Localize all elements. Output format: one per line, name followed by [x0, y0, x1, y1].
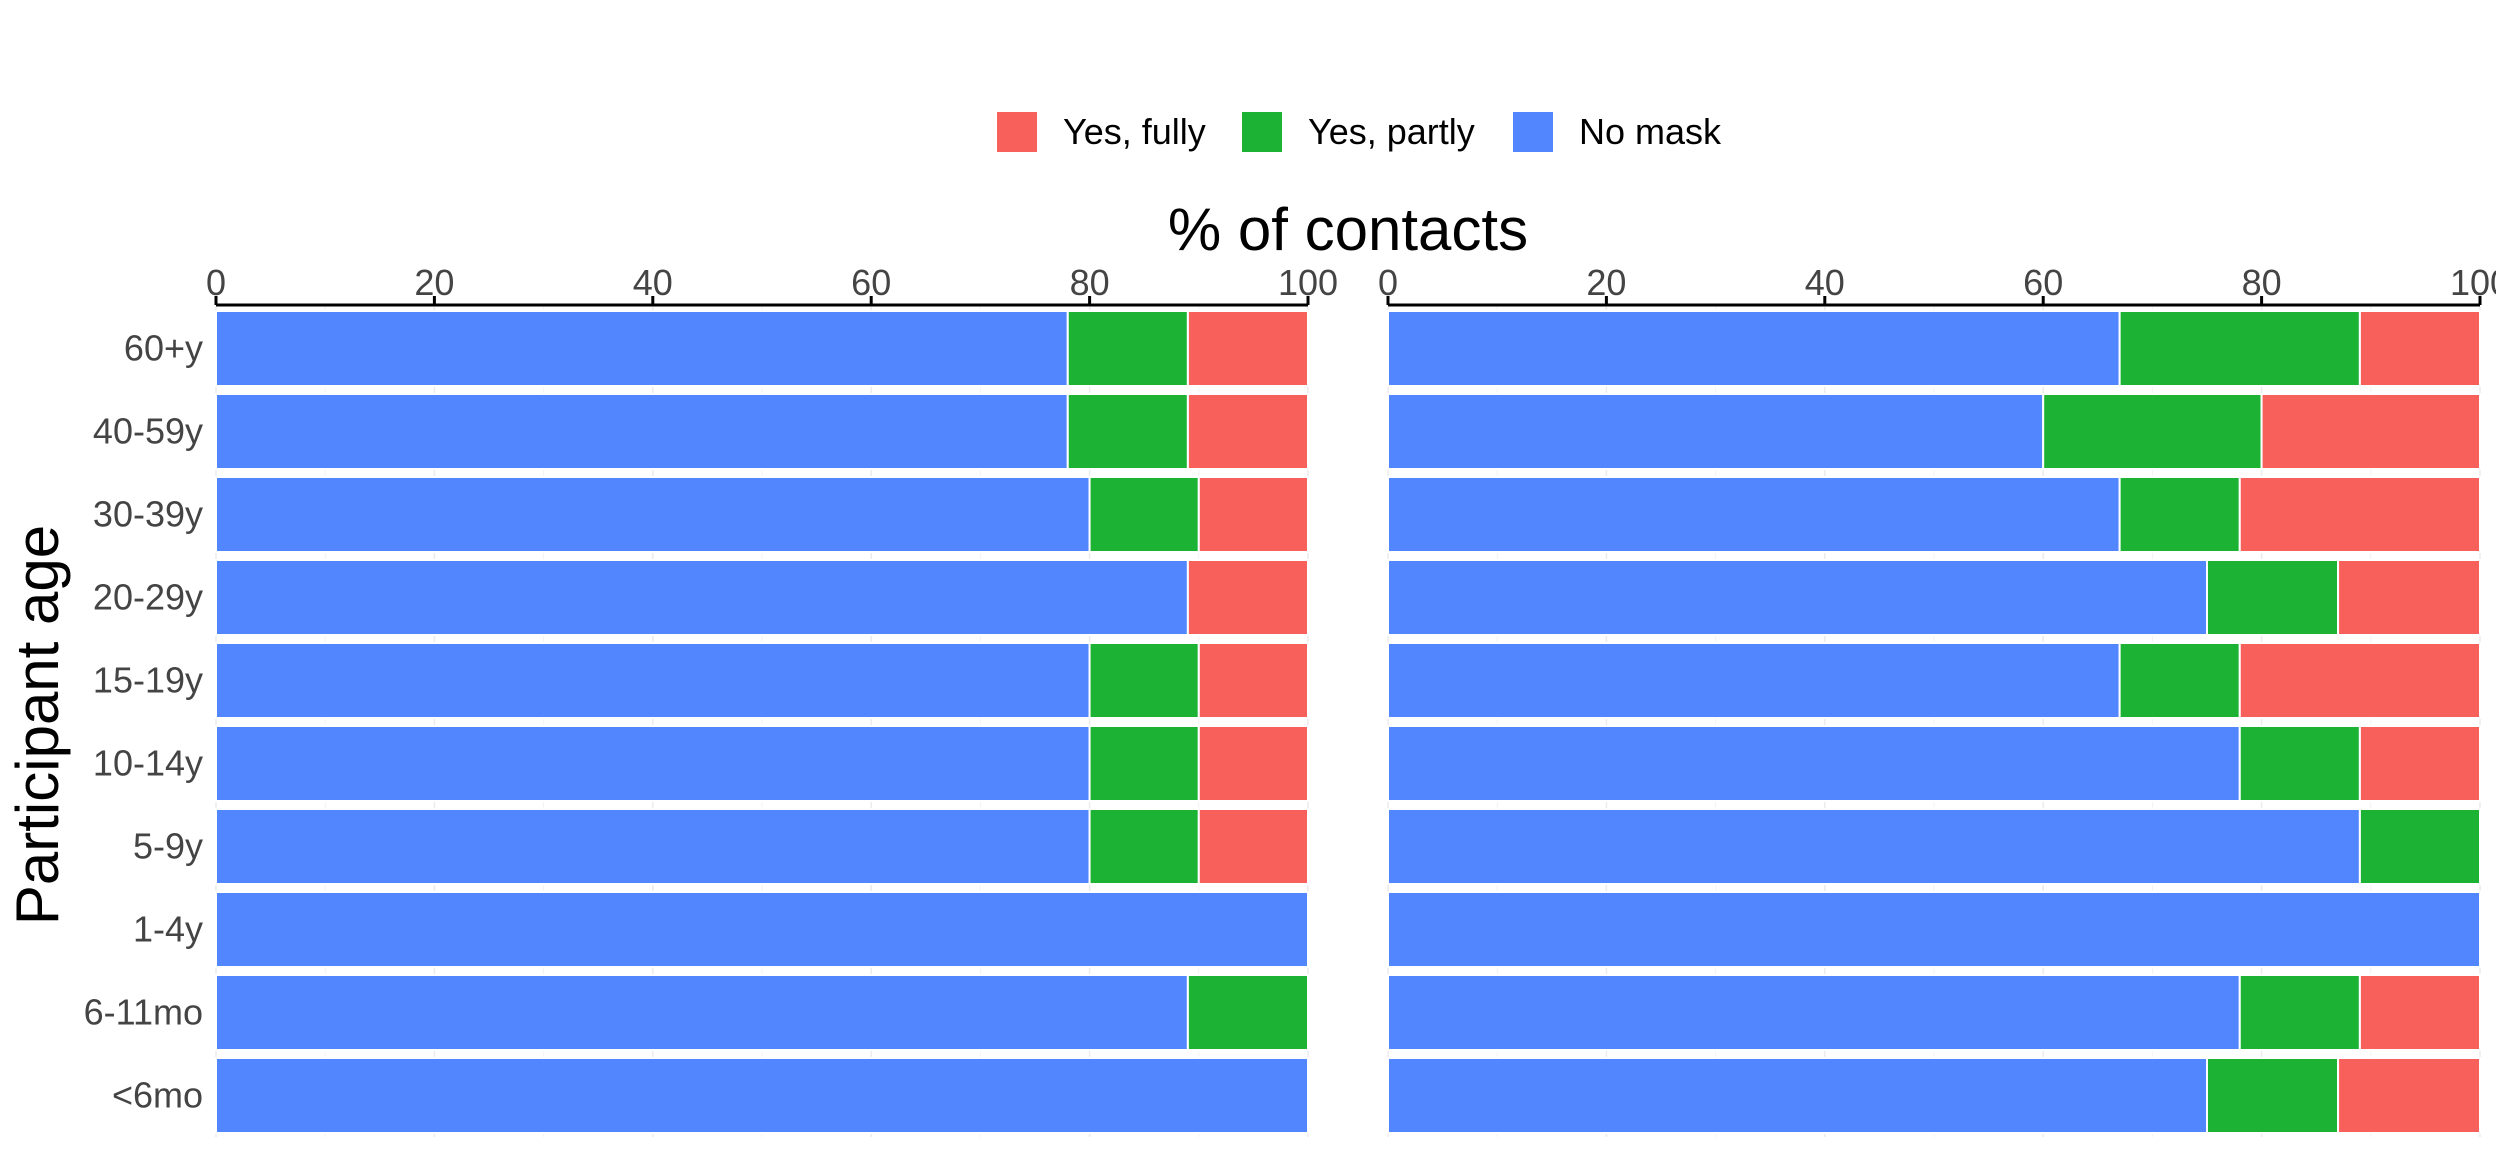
y-tick-label-30-39y: 30-39y: [93, 494, 203, 535]
bar-no-mask-30-39y: [1387, 476, 2121, 553]
bar-yes-fully-20-29y: [2337, 559, 2482, 636]
y-axis-title: Participant age: [4, 525, 71, 925]
bar-yes-fully-20-29y: [1186, 559, 1310, 636]
bar-no-mask-15-19y: [215, 642, 1091, 719]
y-tick-label-6mo: <6mo: [112, 1075, 203, 1116]
y-tick-label-1-4y: 1-4y: [133, 909, 203, 950]
bar-no-mask-6-11mo: [1387, 974, 2241, 1051]
bar-yes-partly-5-9y: [1088, 808, 1200, 885]
bar-no-mask-15-19y: [1387, 642, 2121, 719]
x-tick-label-60: 60: [2023, 262, 2063, 303]
legend-swatch-yes-fully: [997, 112, 1037, 152]
bar-yes-partly-30-39y: [2118, 476, 2241, 553]
bar-yes-partly-40-59y: [2042, 393, 2263, 470]
bar-yes-partly-60-y: [1066, 310, 1189, 387]
bar-yes-fully-5-9y: [1197, 808, 1310, 885]
bar-yes-partly-6mo: [2206, 1057, 2340, 1134]
x-axis-title: % of contacts: [1168, 196, 1528, 263]
bar-yes-fully-60-y: [2358, 310, 2481, 387]
bar-no-mask-6-11mo: [215, 974, 1189, 1051]
bar-yes-fully-15-19y: [2238, 642, 2482, 719]
bar-yes-partly-10-14y: [2238, 725, 2361, 802]
bar-yes-fully-60-y: [1186, 310, 1310, 387]
y-tick-label-5-9y: 5-9y: [133, 826, 203, 867]
bar-no-mask-6mo: [1387, 1057, 2208, 1134]
legend-label-yes-fully: Yes, fully: [1063, 111, 1206, 152]
bar-yes-fully-10-14y: [2358, 725, 2481, 802]
bar-yes-partly-20-29y: [2206, 559, 2340, 636]
bar-yes-fully-40-59y: [2260, 393, 2482, 470]
y-tick-label-10-14y: 10-14y: [93, 743, 203, 784]
bar-yes-partly-6-11mo: [2238, 974, 2361, 1051]
bar-yes-fully-15-19y: [1197, 642, 1310, 719]
y-tick-label-40-59y: 40-59y: [93, 411, 203, 452]
bar-no-mask-10-14y: [215, 725, 1091, 802]
legend-label-no-mask: No mask: [1579, 111, 1722, 152]
legend-swatch-no-mask: [1513, 112, 1553, 152]
x-tick-label-20: 20: [414, 262, 454, 303]
y-tick-label-60-y: 60+y: [124, 328, 203, 369]
bar-no-mask-40-59y: [1387, 393, 2045, 470]
bar-yes-partly-10-14y: [1088, 725, 1200, 802]
x-tick-label-0: 0: [1378, 262, 1398, 303]
bar-yes-fully-40-59y: [1186, 393, 1310, 470]
y-axis-category-labels: 60+y 40-59y 30-39y 20-29y 15-19y 10-14y 5-9y 1-…: [84, 328, 203, 1116]
bar-yes-partly-40-59y: [1066, 393, 1189, 470]
x-tick-label-40: 40: [1805, 262, 1845, 303]
y-tick-label-15-19y: 15-19y: [93, 660, 203, 701]
bar-no-mask-60-y: [215, 310, 1069, 387]
bar-yes-partly-15-19y: [1088, 642, 1200, 719]
x-tick-label-80: 80: [1070, 262, 1110, 303]
y-tick-label-6-11mo: 6-11mo: [84, 992, 203, 1033]
bar-no-mask-30-39y: [215, 476, 1091, 553]
x-tick-label-60: 60: [851, 262, 891, 303]
bar-yes-partly-30-39y: [1088, 476, 1200, 553]
bar-yes-fully-30-39y: [2238, 476, 2482, 553]
bar-yes-partly-60-y: [2118, 310, 2361, 387]
legend-label-yes-partly: Yes, partly: [1308, 111, 1475, 152]
bar-no-mask-20-29y: [1387, 559, 2208, 636]
x-tick-label-20: 20: [1586, 262, 1626, 303]
bar-no-mask-10-14y: [1387, 725, 2241, 802]
bar-yes-fully-30-39y: [1197, 476, 1310, 553]
bar-no-mask-1-4y: [1387, 891, 2481, 968]
bar-no-mask-6mo: [215, 1057, 1309, 1134]
bar-yes-partly-6-11mo: [1186, 974, 1310, 1051]
x-tick-label-0: 0: [206, 262, 226, 303]
x-tick-label-80: 80: [2242, 262, 2282, 303]
panel-left: 0 20 40 60 80 100: [206, 262, 1338, 1137]
bar-no-mask-1-4y: [215, 891, 1309, 968]
bar-no-mask-5-9y: [1387, 808, 2361, 885]
x-tick-label-100: 100: [1278, 262, 1338, 303]
bar-yes-partly-5-9y: [2358, 808, 2481, 885]
panel-right: 0 20 40 60 80 100: [1378, 262, 2496, 1137]
bar-yes-fully-6mo: [2337, 1057, 2482, 1134]
legend: Yes, fully Yes, partly No mask: [997, 111, 1722, 152]
bar-no-mask-5-9y: [215, 808, 1091, 885]
y-tick-label-20-29y: 20-29y: [93, 577, 203, 618]
x-tick-label-100: 100: [2450, 262, 2496, 303]
bar-no-mask-20-29y: [215, 559, 1189, 636]
legend-swatch-yes-partly: [1242, 112, 1282, 152]
bar-yes-partly-15-19y: [2118, 642, 2241, 719]
x-tick-label-40: 40: [633, 262, 673, 303]
bar-no-mask-40-59y: [215, 393, 1069, 470]
bar-yes-fully-6-11mo: [2358, 974, 2481, 1051]
bar-yes-fully-10-14y: [1197, 725, 1310, 802]
bar-no-mask-60-y: [1387, 310, 2121, 387]
